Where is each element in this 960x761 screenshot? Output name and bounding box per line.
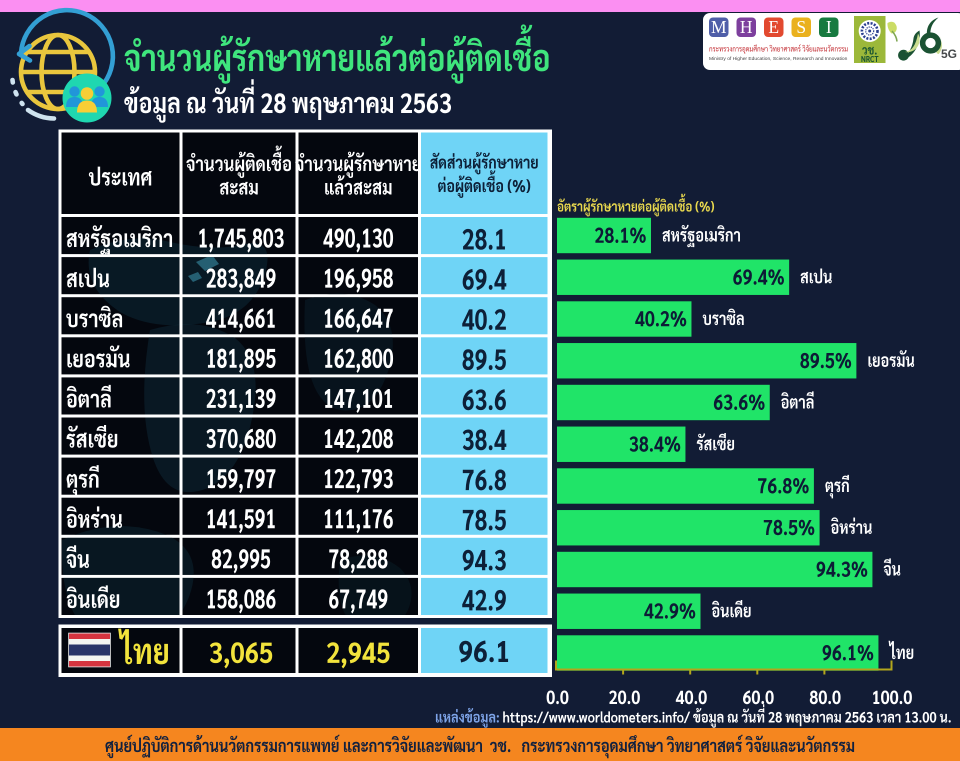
svg-text:M: M [711,17,727,37]
svg-text:E: E [768,17,779,37]
svg-text:I: I [826,17,832,37]
svg-text:S: S [796,17,806,37]
svg-text:5G: 5G [941,47,957,61]
svg-text:Ministry of Higher Education,: Ministry of Higher Education, Science, R… [709,56,848,62]
svg-text:H: H [740,17,753,37]
